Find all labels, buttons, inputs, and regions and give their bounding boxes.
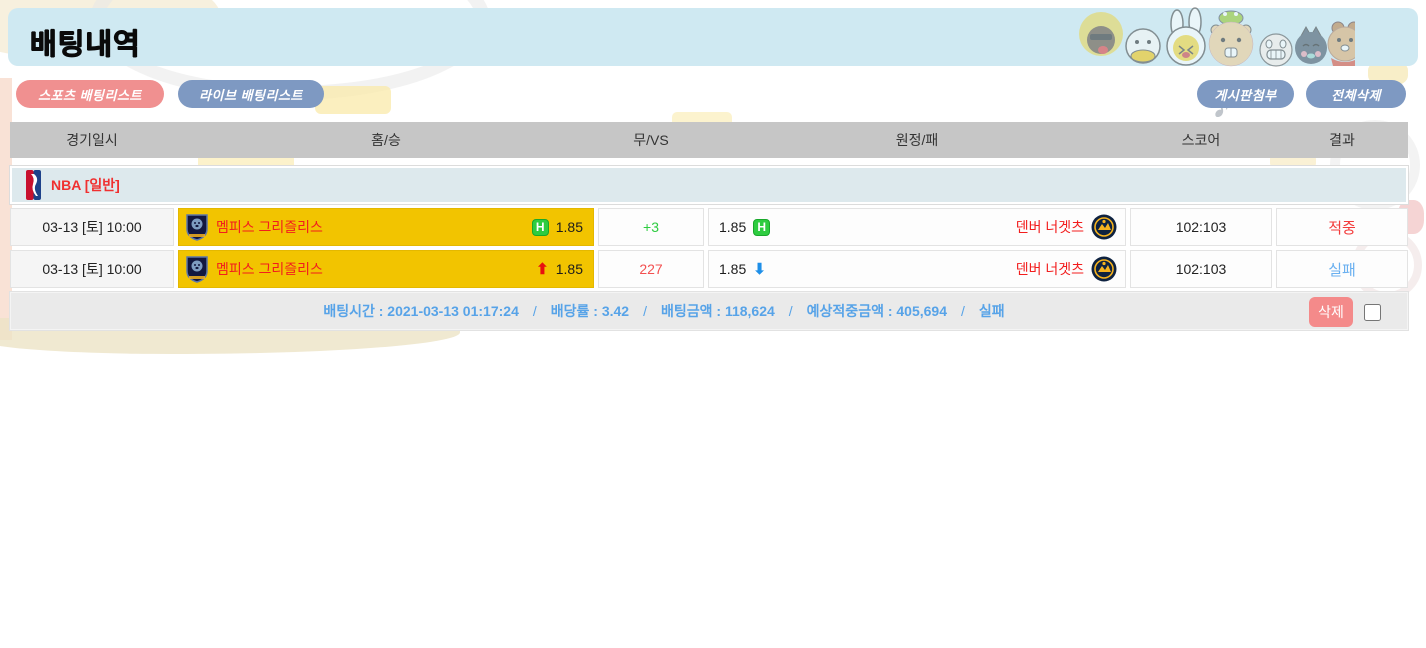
separator: / — [643, 303, 647, 319]
page-title: 배팅내역 — [30, 29, 141, 61]
result-status: 적중 — [1328, 219, 1356, 237]
away-odds: 1.85 — [719, 219, 747, 235]
memphis-grizzlies-logo — [186, 256, 208, 283]
result-cell: 실패 — [1276, 250, 1408, 288]
nba-logo — [26, 170, 41, 200]
column-header-score: 스코어 — [1181, 132, 1221, 148]
away-team-name: 덴버 너겟츠 — [1015, 219, 1084, 235]
column-header-datetime: 경기일시 — [66, 132, 118, 148]
bet-summary-row: 배팅시간 : 2021-03-13 01:17:24 / 배당률 : 3.42 … — [10, 292, 1408, 330]
league-row: NBA [일반] — [10, 166, 1408, 204]
page-header: 배팅내역 — [8, 7, 1418, 67]
bet-row: 03-13 [토] 10:00 멤피스 그리즐리스 ⬆ 1.85 227 — [10, 250, 1408, 288]
column-header-away: 원정/패 — [895, 132, 939, 148]
bet-summary-text: 배팅시간 : 2021-03-13 01:17:24 / 배당률 : 3.42 … — [323, 301, 1004, 321]
handicap-icon: H — [531, 218, 549, 236]
tab-sports-betting-list[interactable]: 스포츠 배팅리스트 — [16, 80, 164, 108]
delete-bet-button[interactable]: 삭제 — [1309, 297, 1353, 327]
column-header-home: 홈/승 — [371, 132, 401, 148]
away-odds: 1.85 — [719, 261, 747, 277]
denver-nuggets-logo — [1091, 214, 1117, 240]
bet-amount: 배팅금액 : 118,624 — [660, 303, 775, 319]
home-team-name: 멤피스 그리즐리스 — [216, 261, 323, 277]
home-odds: 1.85 — [555, 219, 583, 235]
handicap-icon: H — [753, 218, 771, 236]
column-header-result: 결과 — [1329, 132, 1355, 148]
draw-vs-cell[interactable]: +3 — [598, 208, 704, 246]
separator: / — [961, 303, 965, 319]
denver-nuggets-logo — [1091, 256, 1117, 282]
handicap-line: +3 — [643, 219, 659, 235]
bet-status: 실패 — [978, 303, 1005, 319]
final-score: 102:103 — [1175, 219, 1227, 235]
total-line: 227 — [639, 261, 663, 277]
delete-all-button[interactable]: 전체삭제 — [1306, 80, 1406, 108]
kakao-characters-illustration — [1079, 7, 1355, 67]
home-pick-cell[interactable]: 멤피스 그리즐리스 H 1.85 — [178, 208, 594, 246]
result-cell: 적중 — [1276, 208, 1408, 246]
odds-down-icon: ⬇ — [753, 261, 766, 278]
away-team-name: 덴버 너겟츠 — [1015, 261, 1084, 277]
select-bet-checkbox[interactable] — [1364, 304, 1381, 321]
separator: / — [788, 303, 793, 319]
expected-winnings: 예상적중금액 : 405,694 — [806, 303, 947, 319]
final-score: 102:103 — [1175, 261, 1227, 277]
game-datetime: 03-13 [토] 10:00 — [10, 208, 174, 246]
separator: / — [532, 303, 537, 319]
background-shape — [315, 86, 391, 114]
odds-up-icon: ⬆ — [536, 261, 549, 278]
score-cell: 102:103 — [1130, 250, 1272, 288]
result-status: 실패 — [1328, 261, 1356, 279]
home-team-name: 멤피스 그리즐리스 — [216, 219, 323, 235]
league-name: NBA [일반] — [51, 177, 120, 193]
table-header-row: 경기일시 홈/승 무/VS 원정/패 스코어 결과 — [10, 122, 1408, 158]
away-pick-cell[interactable]: 1.85 H 덴버 너겟츠 — [708, 208, 1126, 246]
draw-vs-cell[interactable]: 227 — [598, 250, 704, 288]
memphis-grizzlies-logo — [186, 214, 208, 241]
away-pick-cell[interactable]: 1.85 ⬇ 덴버 너겟츠 — [708, 250, 1126, 288]
tab-live-betting-list[interactable]: 라이브 배팅리스트 — [178, 80, 324, 108]
home-odds: 1.85 — [555, 261, 583, 277]
board-attach-button[interactable]: 게시판첨부 — [1197, 80, 1294, 108]
column-header-draw: 무/VS — [633, 132, 669, 148]
score-cell: 102:103 — [1130, 208, 1272, 246]
betting-time: 배팅시간 : 2021-03-13 01:17:24 — [323, 303, 519, 319]
game-datetime: 03-13 [토] 10:00 — [10, 250, 174, 288]
bet-row: 03-13 [토] 10:00 멤피스 그리즐리스 H 1.85 +3 — [10, 208, 1408, 246]
total-odds: 배당률 : 3.42 — [550, 303, 630, 319]
home-pick-cell[interactable]: 멤피스 그리즐리스 ⬆ 1.85 — [178, 250, 594, 288]
